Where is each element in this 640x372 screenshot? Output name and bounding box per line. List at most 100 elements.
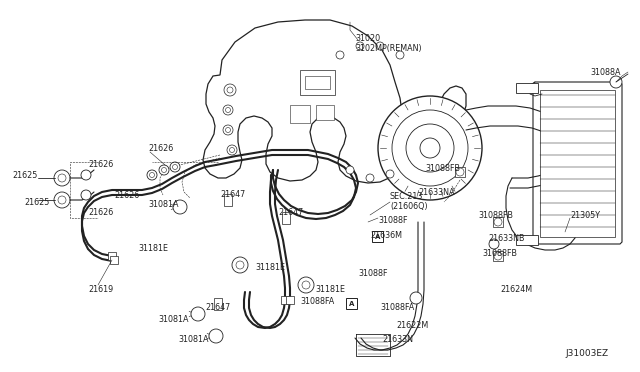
Bar	[346, 298, 357, 309]
Text: 21626: 21626	[114, 190, 140, 199]
Circle shape	[191, 307, 205, 321]
Circle shape	[356, 42, 364, 50]
Circle shape	[54, 170, 70, 186]
Circle shape	[494, 252, 502, 260]
Text: 21633N: 21633N	[382, 336, 413, 344]
Text: A: A	[349, 301, 354, 307]
Text: 31088FB: 31088FB	[478, 211, 513, 219]
Bar	[281, 296, 289, 304]
Text: 31088FA: 31088FA	[300, 298, 334, 307]
Text: A: A	[375, 234, 380, 240]
Circle shape	[406, 124, 454, 172]
Circle shape	[224, 84, 236, 96]
Text: 31088FA: 31088FA	[380, 304, 414, 312]
Text: 3102MP(REMAN): 3102MP(REMAN)	[355, 44, 422, 52]
Circle shape	[236, 261, 244, 269]
Text: J31003EZ: J31003EZ	[565, 350, 608, 359]
Circle shape	[298, 277, 314, 293]
Circle shape	[170, 162, 180, 172]
Bar	[516, 235, 538, 245]
Bar	[286, 296, 294, 304]
Text: 31181E: 31181E	[255, 263, 285, 273]
Circle shape	[410, 292, 422, 304]
Text: SEC.213: SEC.213	[390, 192, 424, 201]
Circle shape	[230, 148, 234, 153]
Circle shape	[81, 190, 91, 200]
Circle shape	[232, 257, 248, 273]
Circle shape	[54, 192, 70, 208]
Bar	[493, 251, 503, 261]
Circle shape	[159, 165, 169, 175]
Bar	[300, 70, 335, 95]
Circle shape	[225, 108, 230, 112]
Text: 21647: 21647	[278, 208, 303, 217]
Circle shape	[378, 96, 482, 200]
Circle shape	[223, 105, 233, 115]
Circle shape	[376, 42, 384, 50]
Circle shape	[223, 125, 233, 135]
Bar	[282, 212, 290, 224]
Circle shape	[81, 170, 91, 180]
Circle shape	[346, 166, 354, 174]
Text: 31081A: 31081A	[148, 199, 179, 208]
Text: 21633NB: 21633NB	[488, 234, 525, 243]
Circle shape	[386, 170, 394, 178]
Text: 21626: 21626	[88, 208, 113, 217]
Circle shape	[420, 138, 440, 158]
Bar	[493, 217, 503, 227]
Text: 21619: 21619	[88, 285, 113, 295]
Text: 31181E: 31181E	[138, 244, 168, 253]
Bar	[516, 83, 538, 93]
Bar	[455, 167, 465, 177]
Circle shape	[494, 218, 502, 226]
Circle shape	[58, 196, 66, 204]
Circle shape	[489, 239, 499, 249]
Circle shape	[302, 281, 310, 289]
Text: 21636M: 21636M	[370, 231, 402, 240]
Text: 31088F: 31088F	[378, 215, 408, 224]
Text: 31081A: 31081A	[178, 336, 209, 344]
Bar	[372, 231, 383, 242]
Text: 21625: 21625	[12, 170, 37, 180]
Text: 31081A: 31081A	[158, 315, 189, 324]
Polygon shape	[203, 20, 466, 184]
Text: 21625: 21625	[24, 198, 49, 206]
Circle shape	[150, 173, 154, 177]
Circle shape	[227, 87, 233, 93]
Text: (21606Q): (21606Q)	[390, 202, 428, 211]
Text: 21624M: 21624M	[500, 285, 532, 295]
Bar	[214, 298, 222, 310]
Circle shape	[209, 329, 223, 343]
Circle shape	[173, 200, 187, 214]
Circle shape	[161, 167, 166, 173]
Circle shape	[227, 145, 237, 155]
Circle shape	[366, 174, 374, 182]
Bar	[108, 252, 116, 260]
Text: 31088FB: 31088FB	[425, 164, 460, 173]
Circle shape	[610, 76, 622, 88]
Text: 21626: 21626	[148, 144, 173, 153]
Text: 21647: 21647	[220, 189, 245, 199]
Circle shape	[392, 110, 468, 186]
Text: 21626: 21626	[88, 160, 113, 169]
Text: 21622M: 21622M	[396, 321, 428, 330]
Circle shape	[456, 168, 464, 176]
Bar	[305, 76, 330, 89]
Bar	[316, 105, 334, 120]
Bar	[224, 194, 232, 206]
Text: 31088FB: 31088FB	[482, 250, 517, 259]
Circle shape	[336, 51, 344, 59]
Text: 31020: 31020	[355, 33, 380, 42]
Bar	[290, 105, 310, 123]
Circle shape	[173, 164, 177, 170]
Circle shape	[396, 51, 404, 59]
Text: 21305Y: 21305Y	[570, 211, 600, 219]
Text: 31088F: 31088F	[358, 269, 387, 279]
Text: 21647: 21647	[205, 304, 230, 312]
Text: 31088A: 31088A	[590, 67, 621, 77]
Bar	[540, 90, 615, 237]
Circle shape	[58, 174, 66, 182]
Circle shape	[225, 128, 230, 132]
Text: 31181E: 31181E	[315, 285, 345, 295]
Polygon shape	[533, 82, 622, 244]
